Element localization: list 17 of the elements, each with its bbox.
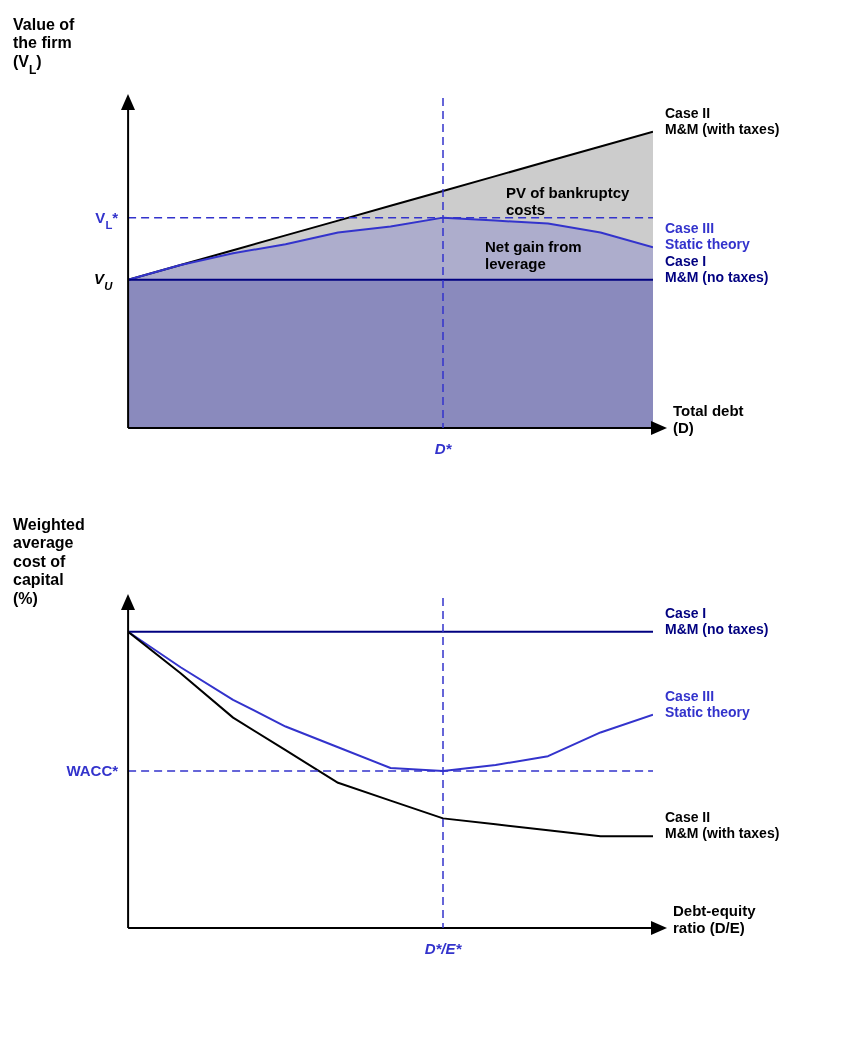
text: V$_{U}$ (94, 270, 114, 292)
text: D* (434, 439, 453, 457)
x-axis-title: Total debt (D) (673, 402, 744, 437)
x-axis-title: Debt-equity ratio (D/E) (673, 902, 757, 937)
series-label: Case I M&M (no taxes) (665, 252, 769, 285)
ref-line-label: V$_{L}$* (95, 208, 119, 231)
y-axis-title: Value of the firm (V$_{L}$) (13, 16, 76, 77)
series-label: Case III Static theory (665, 687, 751, 720)
annotation: Net gain from leverage (485, 238, 582, 273)
annotation: PV of bankruptcy costs (506, 183, 631, 218)
series-label: Case II M&M (with taxes) (665, 809, 780, 842)
series-label: Case II M&M (with taxes) (665, 104, 780, 137)
y-axis-title: Weighted average cost of capital (%) (13, 516, 85, 607)
series-label: Case I M&M (no taxes) (665, 604, 769, 637)
series-label: Case III Static theory (665, 220, 751, 253)
ref-line-label: WACC* (66, 761, 119, 779)
text: D*/E* (424, 939, 463, 957)
